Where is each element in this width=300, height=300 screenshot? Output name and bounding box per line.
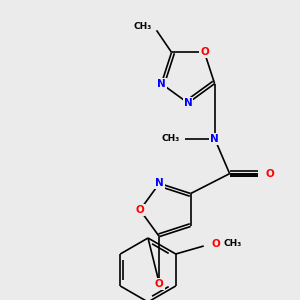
Text: CH₃: CH₃: [161, 134, 180, 143]
Text: O: O: [266, 169, 274, 179]
Text: O: O: [200, 47, 209, 57]
Text: CH₃: CH₃: [133, 22, 152, 31]
Text: N: N: [155, 178, 164, 188]
Text: N: N: [210, 134, 219, 144]
Text: O: O: [155, 279, 164, 289]
Text: O: O: [212, 239, 220, 249]
Text: O: O: [136, 205, 144, 215]
Text: CH₃: CH₃: [224, 239, 242, 248]
Text: N: N: [184, 98, 192, 108]
Text: N: N: [157, 79, 166, 89]
